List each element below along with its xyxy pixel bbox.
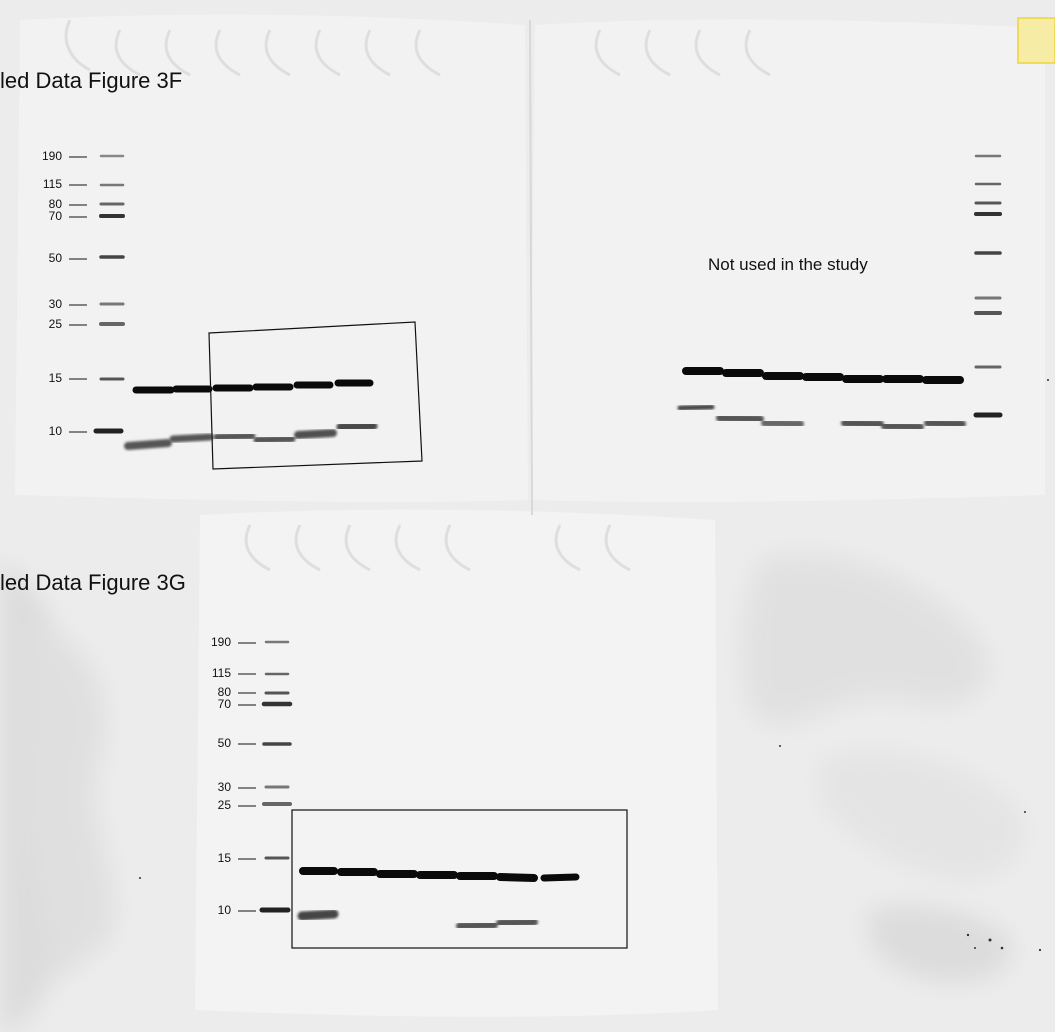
figure-3g-title: led Data Figure 3G — [0, 570, 186, 595]
mw-label: 115 — [42, 177, 62, 191]
mw-label: 70 — [48, 209, 62, 223]
mw-label: 15 — [48, 371, 62, 385]
fig3g-bands — [297, 714, 614, 930]
fig3f-crop-box — [208, 321, 423, 470]
mw-label: 70 — [217, 697, 231, 711]
comb-marks — [64, 19, 771, 572]
background-stains — [0, 554, 1024, 1032]
mw-label: 25 — [48, 317, 62, 331]
mw-label: 30 — [217, 780, 231, 794]
figure-3f-title: led Data Figure 3F — [0, 68, 183, 93]
mw-label: 190 — [210, 635, 231, 649]
mw-label: 50 — [217, 736, 231, 750]
mw-label: 80 — [48, 197, 62, 211]
mw-label: 115 — [211, 666, 231, 680]
mw-label: 190 — [41, 149, 62, 163]
mw-label: 50 — [48, 251, 62, 265]
fig3g-ladder — [259, 640, 293, 913]
mw-label: 10 — [217, 903, 231, 917]
dust-specks — [139, 379, 1049, 952]
membranes — [15, 14, 1045, 1017]
right-bands — [646, 216, 966, 431]
fig3f-bands — [124, 222, 412, 450]
fig3f-ladder — [93, 154, 125, 434]
not-used-note: Not used in the study — [708, 255, 868, 274]
mw-label: 15 — [217, 851, 231, 865]
yellow-marker — [1017, 17, 1055, 64]
mw-label: 25 — [217, 798, 231, 812]
mw-label: 30 — [48, 297, 62, 311]
mw-label: 80 — [217, 685, 231, 699]
right-ladder — [973, 154, 1003, 418]
fig3g-crop-box — [291, 809, 628, 949]
mw-label: 10 — [48, 424, 62, 438]
